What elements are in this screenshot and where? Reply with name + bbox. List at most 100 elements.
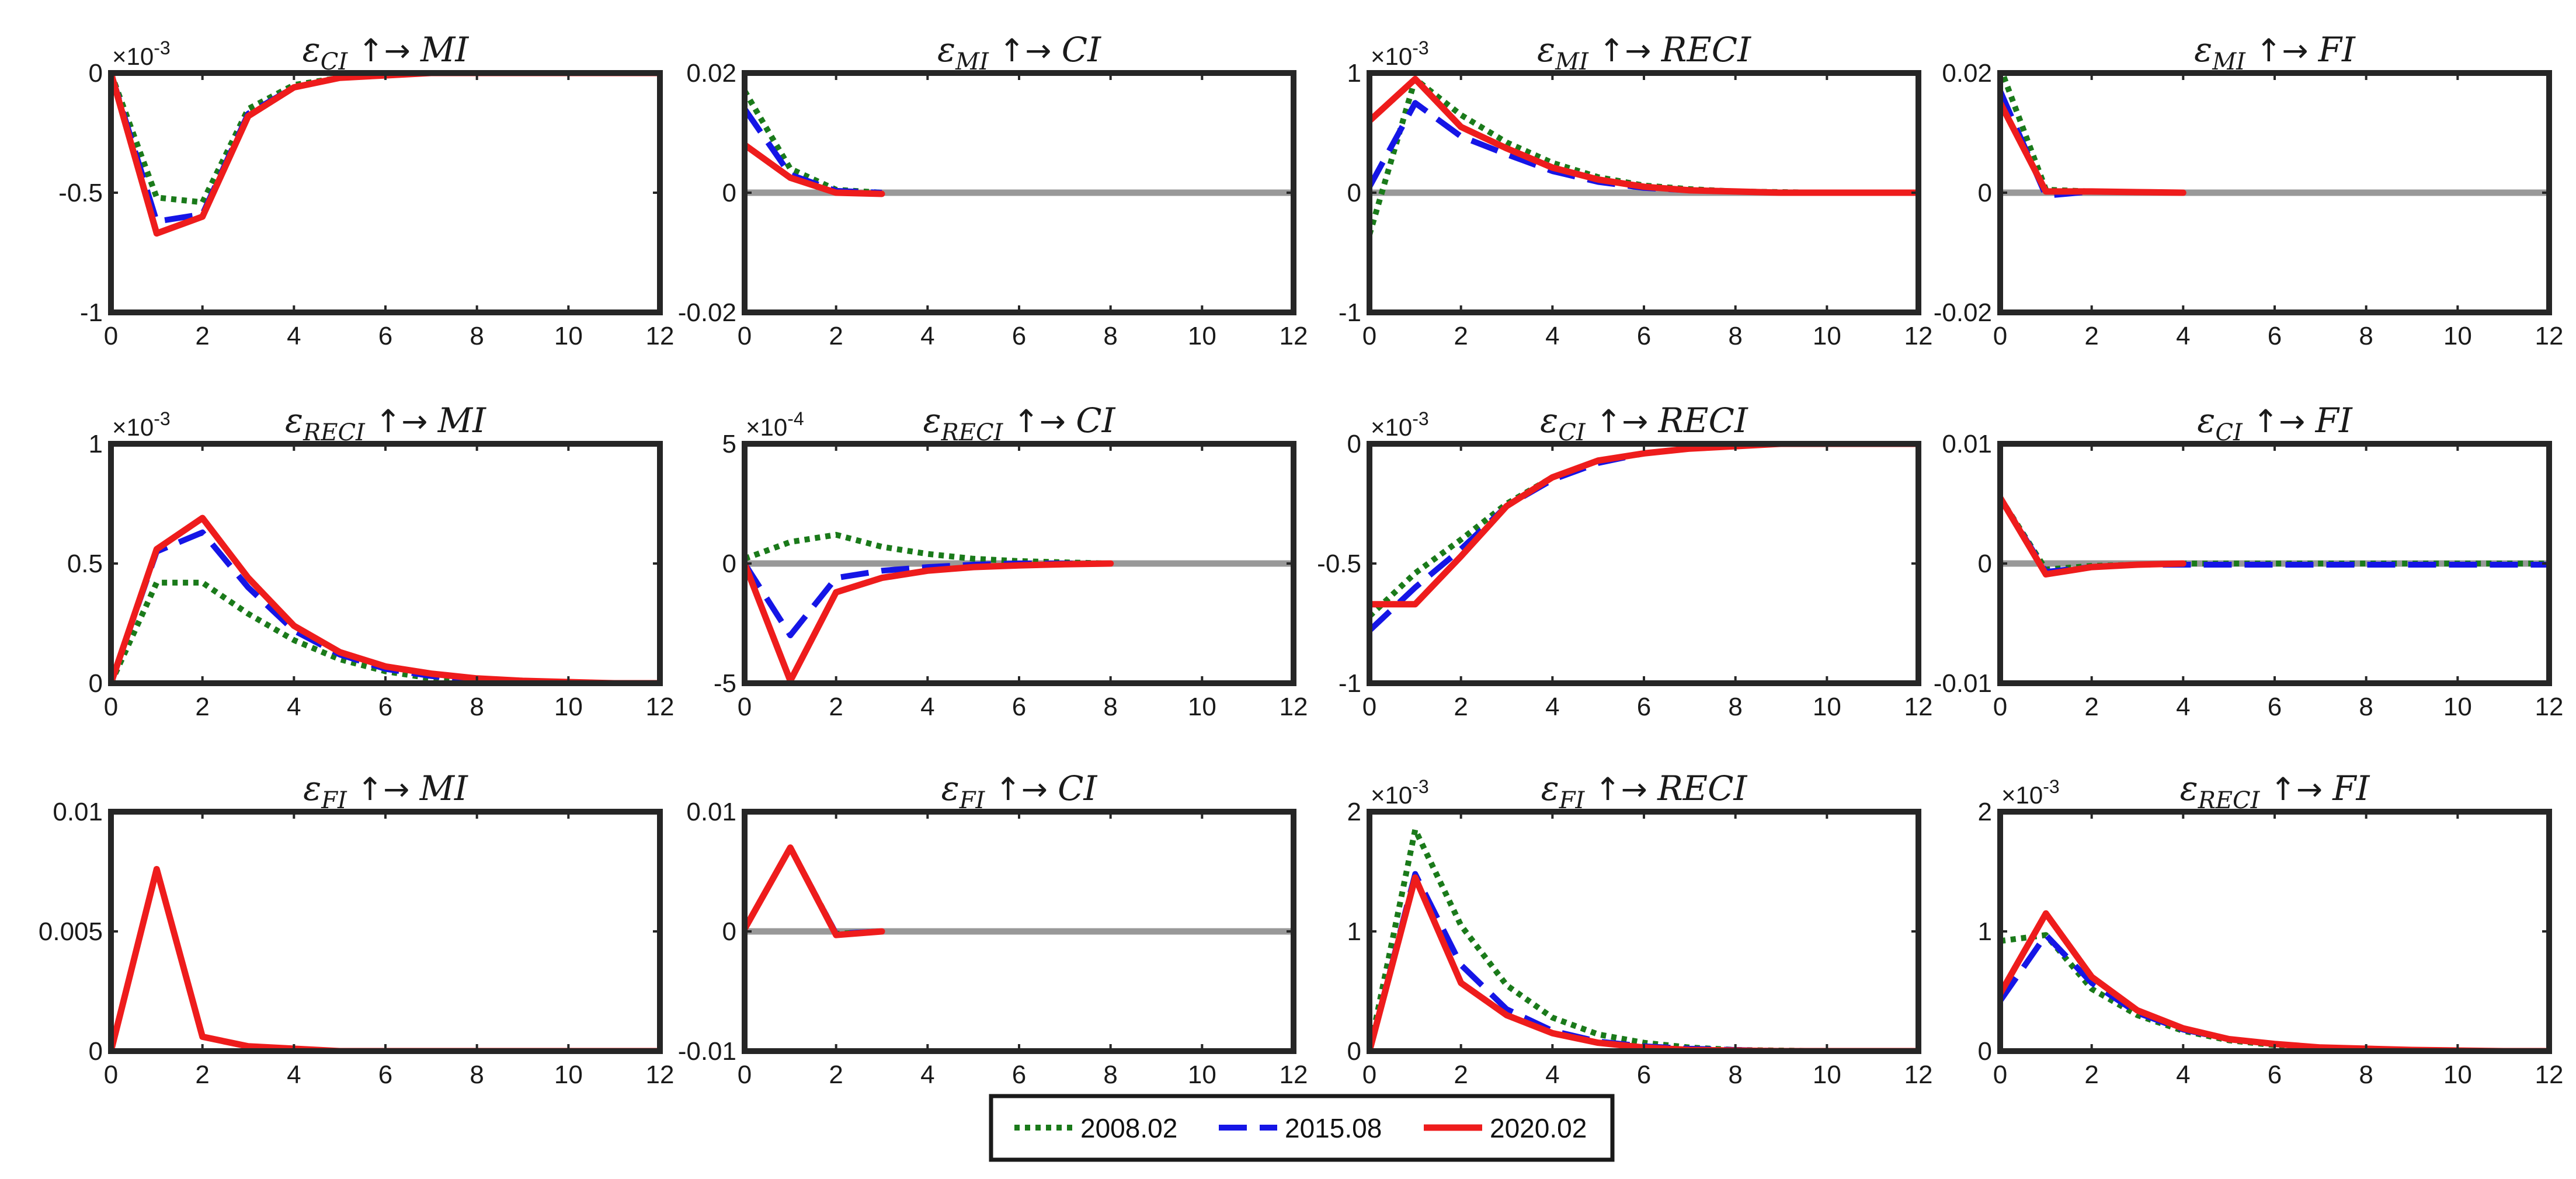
y-tick-label: -0.5 xyxy=(58,179,103,207)
x-tick-label: 10 xyxy=(2443,1060,2472,1089)
series-line-2008-02 xyxy=(745,531,1111,566)
x-tick-label: 8 xyxy=(470,693,484,721)
series-group xyxy=(1369,75,1918,236)
series-line-2008-02 xyxy=(2000,73,2184,196)
panel-reci-to-ci: 0 2 4 6 8 10 12-505×10-4 εRECI ↑→ CI xyxy=(714,401,1308,721)
legend: 2008.02 2015.08 2020.02 xyxy=(989,1094,1615,1162)
exponent-label: ×10-3 xyxy=(1371,776,1429,809)
series-line-2020-02 xyxy=(111,865,660,1051)
x-tick-label: 2 xyxy=(1454,1060,1468,1089)
y-tick-label: 0.02 xyxy=(686,59,736,88)
y-tick-label: 0 xyxy=(1347,430,1361,458)
x-tick-label: 2 xyxy=(195,1060,209,1089)
x-tick-label: 4 xyxy=(1545,1060,1559,1089)
legend-label-2015: 2015.08 xyxy=(1285,1113,1382,1143)
y-tick-label: 0 xyxy=(722,549,736,578)
exponent-label: ×10-3 xyxy=(112,37,171,70)
y-tick-label: 0 xyxy=(89,1037,103,1066)
panel-ci-to-mi: 0 2 4 6 8 10 12 -1 -0.5 0 ×10-3 εCI ↑→ MI xyxy=(58,30,674,350)
series-group xyxy=(745,844,885,938)
x-tick-label: 6 xyxy=(1637,693,1651,721)
x-tick-label: 8 xyxy=(2359,693,2373,721)
y-tick-label: 0 xyxy=(1978,1037,1992,1066)
x-tick-label: 8 xyxy=(2359,322,2373,350)
panel-title: εRECI ↑→ CI xyxy=(923,401,1116,446)
x-tick-label: 2 xyxy=(829,1060,843,1089)
x-tick-label: 0 xyxy=(1362,693,1376,721)
panel-title: εRECI ↑→ FI xyxy=(2180,768,2370,814)
x-tick-label: 12 xyxy=(2535,322,2564,350)
x-tick-label: 0 xyxy=(738,1060,752,1089)
x-tick-label: 12 xyxy=(646,322,675,350)
y-tick-label: -5 xyxy=(714,669,736,698)
x-tick-label: 12 xyxy=(1280,322,1308,350)
series-line-2008-02 xyxy=(1369,826,1918,1051)
series-line-2008-02 xyxy=(745,89,882,196)
y-tick-label: -1 xyxy=(1339,298,1361,327)
x-tick-label: 4 xyxy=(2176,693,2190,721)
y-tick-label: 0.02 xyxy=(1942,59,1992,88)
x-tick-label: 2 xyxy=(1454,693,1468,721)
y-tick-label: 2 xyxy=(1978,798,1992,826)
x-tick-label: 4 xyxy=(920,322,934,350)
y-tick-label: -1 xyxy=(80,298,103,327)
x-tick-label: 6 xyxy=(378,322,392,350)
y-tick-label: 0 xyxy=(89,59,103,88)
x-tick-label: 0 xyxy=(104,322,118,350)
x-tick-label: 6 xyxy=(1012,693,1026,721)
x-tick-label: 8 xyxy=(1728,1060,1742,1089)
panel-title: εMI ↑→ CI xyxy=(937,30,1101,75)
panel-fi-to-mi: 0 2 4 6 8 10 12 0 0.005 0.01 εFI ↑→ MI xyxy=(39,768,675,1089)
x-tick-label: 0 xyxy=(1362,1060,1376,1089)
series-line-2020-02 xyxy=(2000,494,2186,578)
y-tick-label: 0 xyxy=(1978,179,1992,207)
exponent-label: ×10-3 xyxy=(1371,408,1429,441)
series-line-2020-02 xyxy=(1369,75,1918,196)
x-tick-label: 6 xyxy=(378,1060,392,1089)
x-tick-label: 4 xyxy=(287,322,301,350)
x-tick-label: 10 xyxy=(1813,322,1841,350)
y-tick-label: 0 xyxy=(1347,1037,1361,1066)
x-tick-label: 8 xyxy=(1728,693,1742,721)
panel-title: εFI ↑→ RECI xyxy=(1541,768,1748,814)
legend-label-2020: 2020.02 xyxy=(1490,1113,1587,1143)
y-tick-label: -0.01 xyxy=(1934,669,1992,698)
y-tick-label: -0.5 xyxy=(1317,549,1361,578)
x-tick-label: 2 xyxy=(1454,322,1468,350)
x-tick-label: 10 xyxy=(554,693,583,721)
panel-grid: 0 2 4 6 8 10 12-1-0.50×10-3 εCI ↑→ MI0 2 4 6 8 10 12-… xyxy=(39,30,2564,1089)
x-tick-label: 4 xyxy=(1545,322,1559,350)
x-tick-label: 10 xyxy=(1188,1060,1216,1089)
x-tick-label: 12 xyxy=(1280,1060,1308,1089)
series-group xyxy=(2000,494,2549,578)
x-tick-label: 6 xyxy=(378,693,392,721)
series-line-2020-02 xyxy=(2000,99,2186,196)
x-tick-label: 10 xyxy=(554,322,583,350)
panel-title: εMI ↑→ RECI xyxy=(1537,30,1751,75)
x-tick-label: 8 xyxy=(1103,693,1117,721)
x-tick-label: 10 xyxy=(1813,693,1841,721)
x-tick-label: 8 xyxy=(1728,322,1742,350)
y-tick-label: -1 xyxy=(1339,669,1361,698)
series-line-2020-02 xyxy=(1369,444,1918,608)
y-tick-label: 1 xyxy=(89,430,103,458)
x-tick-label: 6 xyxy=(2268,1060,2282,1089)
y-tick-label: 0.01 xyxy=(53,798,103,826)
x-tick-label: 8 xyxy=(2359,1060,2373,1089)
panel-title: εFI ↑→ MI xyxy=(303,768,468,814)
exponent-label: ×10-3 xyxy=(112,408,171,441)
series-line-2020-02 xyxy=(745,560,1114,683)
series-line-2008-02 xyxy=(2000,932,2549,1051)
series-group xyxy=(745,531,1114,683)
x-tick-label: 4 xyxy=(920,693,934,721)
y-tick-label: 0 xyxy=(1347,179,1361,207)
panel-ci-to-reci: 0 2 4 6 8 10 12 -1 -0.5 0 ×10-3 εCI ↑→ RECI xyxy=(1317,401,1932,721)
x-tick-label: 4 xyxy=(2176,322,2190,350)
x-tick-label: 2 xyxy=(195,693,209,721)
